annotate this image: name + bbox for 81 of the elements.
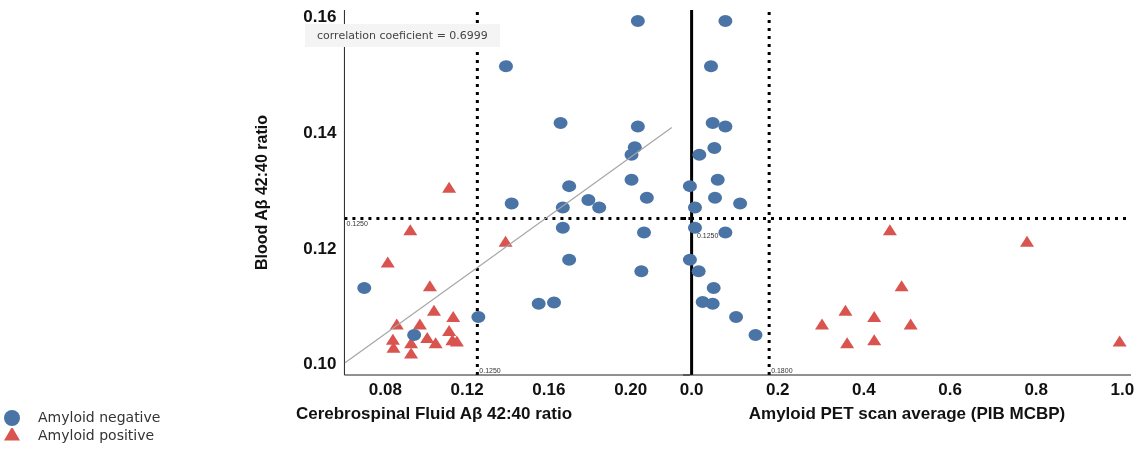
point bbox=[683, 180, 697, 193]
point bbox=[403, 224, 418, 236]
x-tick-label: 0.12 bbox=[450, 380, 484, 400]
point bbox=[407, 329, 422, 342]
point bbox=[422, 280, 437, 292]
point bbox=[840, 337, 855, 349]
point bbox=[504, 197, 519, 210]
point bbox=[634, 265, 649, 278]
point bbox=[639, 191, 654, 204]
point bbox=[903, 318, 918, 330]
x-tick-label: 1.0 bbox=[1110, 380, 1135, 400]
x-tick-label: 0.08 bbox=[368, 380, 402, 400]
x-tick-label: 0.8 bbox=[1024, 380, 1049, 400]
point bbox=[636, 226, 651, 239]
x-tick-label: 0.16 bbox=[532, 380, 566, 400]
y-tick-label: 0.12 bbox=[303, 238, 337, 258]
point bbox=[733, 197, 748, 210]
y-tick-label: 0.16 bbox=[303, 6, 337, 26]
point bbox=[882, 224, 897, 236]
point bbox=[691, 265, 706, 278]
point bbox=[748, 329, 763, 342]
point bbox=[562, 180, 577, 193]
point bbox=[838, 304, 853, 316]
point bbox=[683, 253, 697, 266]
point bbox=[498, 60, 513, 73]
x-tick-label: 0.2 bbox=[765, 380, 790, 400]
point bbox=[449, 335, 464, 347]
annotation: correlation coeficient = 0.6999 bbox=[305, 24, 500, 47]
y-axis-title: Blood Aβ 42:40 ratio bbox=[253, 114, 271, 270]
point bbox=[446, 311, 461, 323]
point bbox=[705, 297, 720, 310]
point bbox=[718, 120, 733, 133]
x-tick-label: 0.0 bbox=[679, 380, 704, 400]
point bbox=[412, 318, 427, 330]
legend-label: Amyloid negative bbox=[38, 409, 161, 425]
point bbox=[687, 221, 702, 234]
point bbox=[581, 194, 596, 207]
point bbox=[815, 318, 830, 330]
point bbox=[630, 120, 645, 133]
x-tick-label: 0.20 bbox=[614, 380, 648, 400]
point bbox=[867, 311, 882, 323]
point bbox=[385, 333, 400, 345]
point bbox=[404, 347, 419, 359]
point bbox=[553, 116, 568, 129]
point bbox=[707, 141, 722, 154]
point bbox=[420, 331, 435, 343]
point bbox=[708, 191, 723, 204]
point bbox=[562, 253, 577, 266]
point bbox=[380, 256, 395, 268]
point bbox=[1112, 335, 1127, 347]
y-tick-label: 0.14 bbox=[303, 122, 337, 142]
point bbox=[718, 15, 733, 28]
point bbox=[705, 116, 720, 129]
point bbox=[706, 282, 721, 295]
x-tick-label: 0.6 bbox=[938, 380, 962, 400]
point bbox=[630, 15, 645, 28]
x-tick-label: 0.4 bbox=[852, 380, 877, 400]
x-axis-title: Amyloid PET scan average (PIB MCBP) bbox=[747, 404, 1067, 424]
point bbox=[704, 60, 718, 73]
point bbox=[624, 173, 639, 186]
point bbox=[426, 304, 441, 316]
point bbox=[894, 280, 909, 292]
y-tick-label: 0.10 bbox=[303, 354, 337, 374]
point bbox=[357, 282, 372, 295]
point bbox=[1020, 235, 1035, 247]
point bbox=[547, 296, 562, 309]
point bbox=[442, 181, 457, 193]
point bbox=[692, 148, 707, 161]
point bbox=[531, 297, 546, 310]
point bbox=[428, 337, 443, 349]
point bbox=[729, 311, 744, 324]
point bbox=[592, 201, 607, 214]
point bbox=[471, 311, 486, 324]
point bbox=[718, 226, 733, 239]
legend-label: Amyloid positive bbox=[38, 427, 155, 443]
point bbox=[867, 334, 882, 346]
point bbox=[687, 201, 702, 214]
x-axis-title: Cerebrospinal Fluid Aβ 42:40 ratio bbox=[294, 404, 574, 424]
point bbox=[710, 173, 725, 186]
point bbox=[442, 324, 457, 336]
point bbox=[555, 221, 570, 234]
